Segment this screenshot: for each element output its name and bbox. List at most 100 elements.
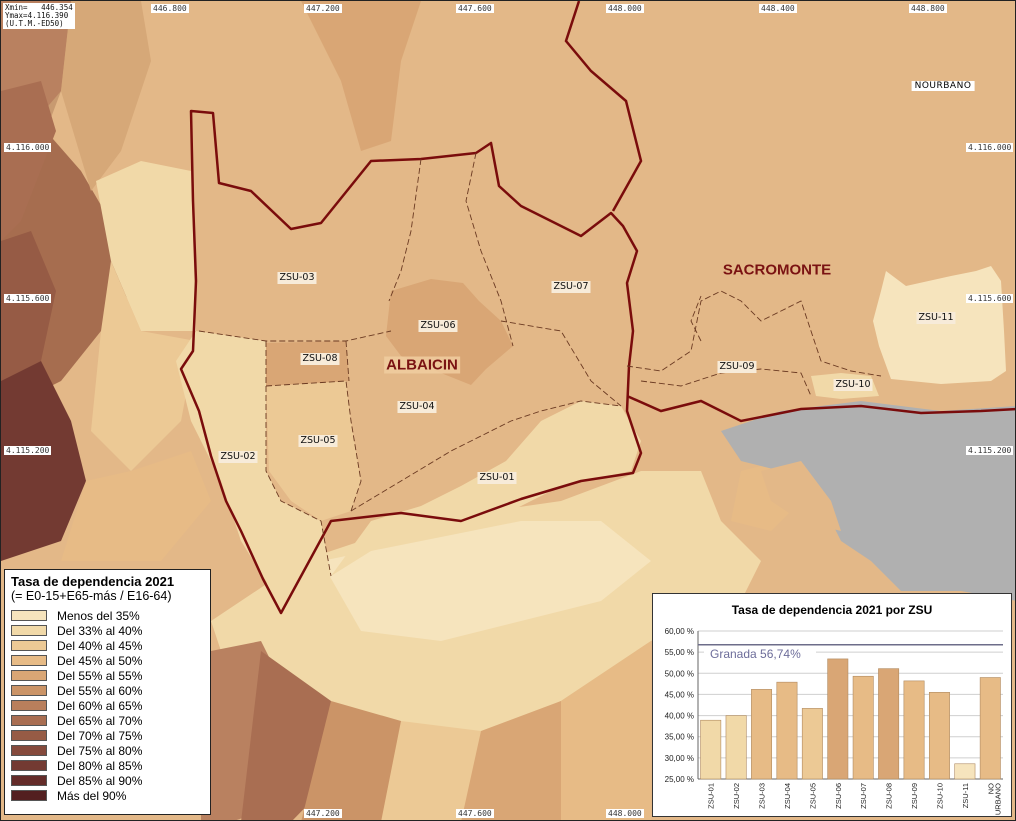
legend-swatch: [11, 700, 47, 711]
coord-right: 4.116.000: [966, 143, 1014, 152]
tract: [61, 1, 151, 191]
legend-label: Del 33% al 40%: [57, 623, 143, 638]
tract: [561, 641, 651, 820]
zsu-label[interactable]: ZSU-09: [717, 361, 757, 373]
zsu-01-area: [331, 401, 641, 576]
grey-area: [721, 401, 1015, 601]
chart-x-tick: ZSU-03: [758, 783, 767, 809]
chart-x-tick: ZSU-01: [707, 783, 716, 809]
chart-x-tick: ZSU-09: [910, 783, 919, 809]
chart-reference-label-bg: [704, 646, 816, 662]
sacromonte-label: SACROMONTE: [722, 261, 832, 279]
tract: [321, 521, 651, 641]
zsu-05-area: [266, 381, 361, 521]
legend-swatch: [11, 730, 47, 741]
dependency-chart: Tasa de dependencia 2021 por ZSU 25,00 %…: [652, 593, 1012, 817]
legend-label: Del 45% al 50%: [57, 653, 143, 668]
zsu-02-area: [176, 331, 331, 613]
zsu-label[interactable]: ZSU-10: [833, 379, 873, 391]
coord-bottom: 448.000: [606, 809, 644, 818]
legend-item: Del 75% al 80%: [11, 743, 210, 758]
chart-plot: 25,00 % 30,00 % 35,00 % 40,00 % 45,00 % 50,00…: [665, 627, 1003, 815]
zsu-label[interactable]: ZSU-03: [277, 272, 317, 284]
legend-label: Del 75% al 80%: [57, 743, 143, 758]
chart-bar: [700, 719, 722, 780]
chart-bar: [751, 689, 773, 780]
legend: Tasa de dependencia 2021 (= E0-15+E65-má…: [4, 569, 211, 815]
legend-label: Más del 90%: [57, 788, 127, 803]
coord-left: 4.115.200: [4, 446, 52, 455]
legend-subtitle: (= E0-15+E65-más / E16-64): [11, 589, 172, 603]
tract: [241, 651, 331, 820]
legend-item: Del 33% al 40%: [11, 623, 210, 638]
chart-bar: [801, 708, 823, 780]
zsu-11-area: [873, 266, 1006, 384]
tract: [1, 231, 56, 381]
chart-x-tick: URBANO: [993, 783, 1002, 815]
chart-x-tick: ZSU-06: [834, 783, 843, 809]
legend-swatch: [11, 790, 47, 801]
legend-label: Del 80% al 85%: [57, 758, 143, 773]
coord-left: 4.116.000: [4, 143, 52, 152]
legend-item: Más del 90%: [11, 788, 210, 803]
tract: [421, 1, 571, 101]
coord-bottom: 447.200: [304, 809, 342, 818]
extent-line2: Ymax=4.116.390: [5, 11, 69, 20]
legend-item: Del 45% al 50%: [11, 653, 210, 668]
tract: [91, 261, 196, 471]
chart-bar: [979, 677, 1001, 780]
zsu-label[interactable]: ZSU-02: [218, 451, 258, 463]
chart-x-tick: ZSU-07: [859, 783, 868, 809]
nourbano-label: NOURBANO: [911, 81, 975, 91]
legend-label: Del 85% al 90%: [57, 773, 143, 788]
legend-title: Tasa de dependencia 2021: [11, 574, 175, 589]
coord-bottom: 447.600: [456, 809, 494, 818]
albaicin-boundary: [179, 109, 643, 615]
legend-label: Menos del 35%: [57, 608, 140, 623]
legend-swatch: [11, 655, 47, 666]
zsu-label[interactable]: ZSU-05: [298, 435, 338, 447]
legend-item: Menos del 35%: [11, 608, 210, 623]
coord-right: 4.115.200: [966, 446, 1014, 455]
zsu-label[interactable]: ZSU-06: [418, 320, 458, 332]
chart-y-tick: 55,00 %: [665, 648, 694, 657]
chart-x-tick: NO: [986, 783, 995, 794]
extent-line1: Xmin= 446.354: [5, 3, 73, 12]
chart-y-tick: 30,00 %: [665, 754, 694, 763]
zsu-label[interactable]: ZSU-08: [300, 353, 340, 365]
coord-top: 448.800: [909, 4, 947, 13]
chart-bar: [878, 668, 900, 780]
coord-top: 447.200: [304, 4, 342, 13]
legend-items: Menos del 35% Del 33% al 40% Del 40% al 45…: [11, 608, 210, 803]
coord-left: 4.115.600: [4, 294, 52, 303]
chart-bar: [852, 675, 874, 780]
zsu-label[interactable]: ZSU-07: [551, 281, 591, 293]
sacromonte-boundary: [564, 1, 643, 212]
legend-swatch: [11, 610, 47, 621]
legend-label: Del 70% al 75%: [57, 728, 143, 743]
chart-y-tick: 40,00 %: [665, 712, 694, 721]
zsu-label[interactable]: ZSU-11: [916, 312, 956, 324]
chart-bar: [776, 681, 798, 780]
chart-bar: [928, 692, 950, 780]
coord-top: 446.800: [151, 4, 189, 13]
legend-swatch: [11, 715, 47, 726]
legend-item: Del 55% al 60%: [11, 683, 210, 698]
legend-item: Del 85% al 90%: [11, 773, 210, 788]
legend-swatch: [11, 670, 47, 681]
legend-label: Del 55% al 60%: [57, 683, 143, 698]
zsu-label[interactable]: ZSU-04: [397, 401, 437, 413]
extent-line3: (U.T.M.-ED50): [5, 19, 64, 28]
zsu-label[interactable]: ZSU-01: [477, 472, 517, 484]
legend-label: Del 40% al 45%: [57, 638, 143, 653]
coord-top: 448.000: [606, 4, 644, 13]
chart-reference-label: Granada 56,74%: [710, 647, 801, 661]
sacromonte-south-boundary: [626, 394, 1015, 423]
coord-right: 4.115.600: [966, 294, 1014, 303]
tract: [761, 461, 841, 531]
legend-swatch: [11, 685, 47, 696]
legend-item: Del 60% al 65%: [11, 698, 210, 713]
chart-bar: [954, 763, 976, 780]
legend-swatch: [11, 640, 47, 651]
chart-bar: [903, 680, 925, 780]
